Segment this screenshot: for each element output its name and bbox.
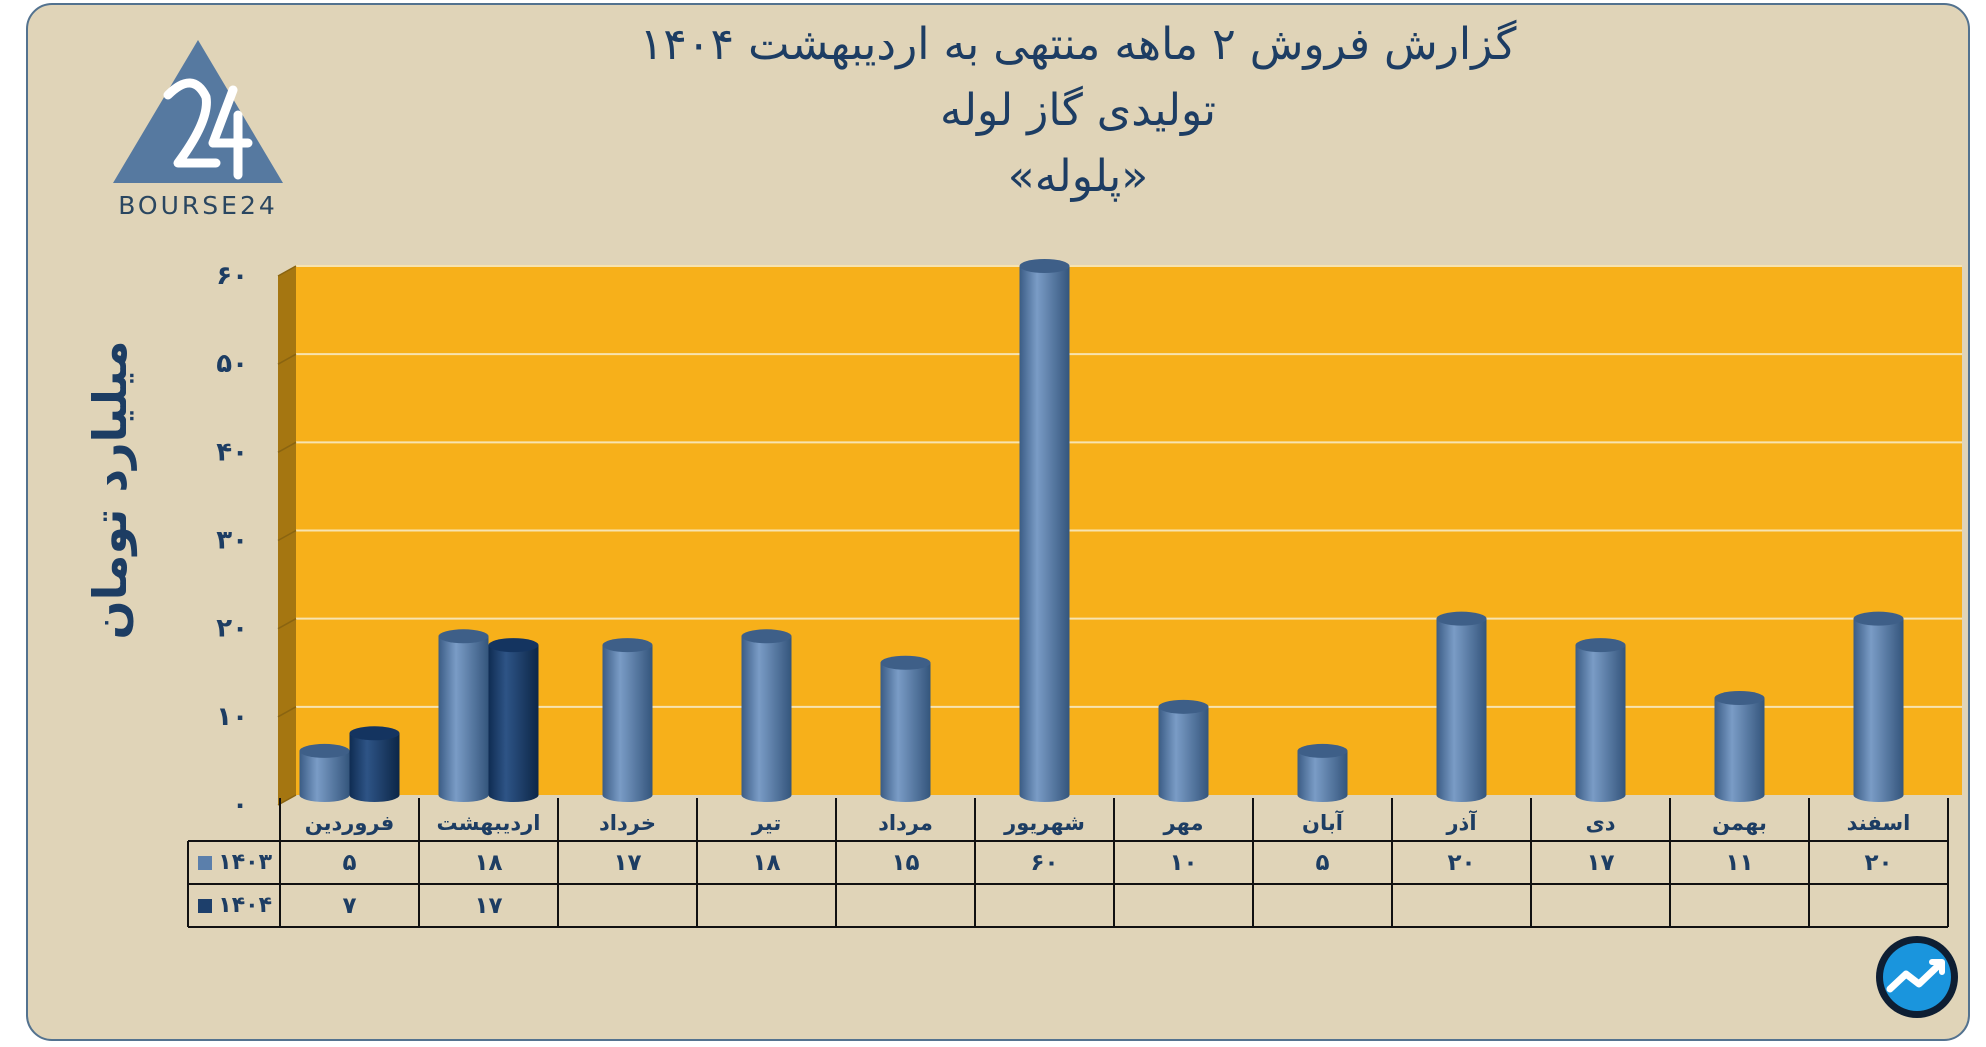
bar <box>880 662 931 795</box>
bar-top <box>349 726 400 741</box>
bourse24-logo-icon <box>113 40 283 183</box>
y-tick-label: ۴۰ <box>216 437 248 467</box>
legend-label: ۱۴۰۴ <box>218 893 272 918</box>
y-tick-label: ۳۰ <box>216 526 248 556</box>
category-label: اسفند <box>1847 811 1911 835</box>
data-label: ۵ <box>1315 850 1329 876</box>
category-label: دی <box>1585 811 1615 835</box>
data-label: ۱۷ <box>613 850 641 876</box>
bar-base <box>741 788 792 802</box>
bar-top <box>488 638 539 653</box>
data-label: ۲۰ <box>1447 850 1475 876</box>
bar-top <box>741 629 792 644</box>
logo-text: BOURSE24 <box>118 191 278 220</box>
data-label: ۷ <box>342 893 356 919</box>
bar-base <box>1436 788 1487 802</box>
y-tick-label: ۶۰ <box>216 261 248 291</box>
bar-base <box>488 788 539 802</box>
chart-subtitle: تولیدی گاز لوله <box>940 85 1216 136</box>
bar-base <box>880 788 931 802</box>
bar-base <box>602 788 653 802</box>
bar-base <box>1714 788 1765 802</box>
data-label: ۱۰ <box>1169 850 1197 876</box>
bar-base <box>1158 788 1209 802</box>
bar-top <box>1575 638 1626 653</box>
bar <box>602 645 653 795</box>
bar-base <box>299 788 350 802</box>
data-label: ۱۵ <box>891 850 919 876</box>
bar <box>349 733 400 795</box>
bar-top <box>1158 699 1209 714</box>
bar-base <box>1019 788 1070 802</box>
y-tick-label: ۵۰ <box>216 349 248 379</box>
bar <box>741 636 792 795</box>
data-label: ۱۸ <box>752 850 780 876</box>
category-label: بهمن <box>1712 811 1767 835</box>
legend-swatch <box>198 899 212 913</box>
data-label: ۶۰ <box>1030 850 1058 876</box>
bar-top <box>1853 611 1904 626</box>
bar <box>1158 706 1209 795</box>
trend-arrow-icon <box>1876 936 1958 1018</box>
gridline-side <box>277 441 297 453</box>
bar <box>1436 618 1487 795</box>
bar-base <box>1575 788 1626 802</box>
data-label: ۱۸ <box>474 850 502 876</box>
bar <box>1297 750 1348 795</box>
data-label: ۱۱ <box>1725 850 1753 876</box>
legend-label: ۱۴۰۳ <box>218 850 272 875</box>
category-label: آذر <box>1445 810 1477 835</box>
bar <box>1853 618 1904 795</box>
bar <box>1575 645 1626 795</box>
category-label: خرداد <box>599 811 656 835</box>
data-label: ۵ <box>342 850 356 876</box>
bar-top <box>880 655 931 670</box>
bar <box>1714 698 1765 795</box>
bar-base <box>1853 788 1904 802</box>
bar-top <box>299 743 350 758</box>
bar-top <box>1297 743 1348 758</box>
bar-base <box>438 788 489 802</box>
bar <box>438 636 489 795</box>
category-label: مرداد <box>878 811 933 835</box>
category-label: مهر <box>1163 811 1204 835</box>
gridline-side <box>277 706 297 718</box>
data-label: ۲۰ <box>1864 850 1892 876</box>
category-label: اردیبهشت <box>437 811 541 835</box>
gridline-side <box>277 529 297 542</box>
bar <box>488 645 539 795</box>
company-ticker: «پلوله» <box>1007 151 1149 202</box>
y-tick-label: ۰ <box>232 790 248 820</box>
bar <box>1019 266 1070 795</box>
bar <box>299 750 350 795</box>
gridline-side <box>277 618 297 630</box>
data-label: ۱۷ <box>1586 850 1614 876</box>
category-label: فروردین <box>305 811 395 835</box>
gridline-side <box>277 265 297 277</box>
legend-swatch <box>198 856 212 870</box>
bar-top <box>602 638 653 653</box>
bar-base <box>1297 788 1348 802</box>
bar-base <box>349 788 400 802</box>
category-label: شهریور <box>1003 811 1085 835</box>
category-label: تیر <box>751 811 782 835</box>
data-label: ۱۷ <box>474 893 502 919</box>
y-tick-label: ۱۰ <box>216 702 248 732</box>
bar-top <box>1436 611 1487 626</box>
category-label: آبان <box>1302 810 1344 835</box>
bar-top <box>1019 259 1070 273</box>
gridline-side <box>277 353 297 365</box>
y-tick-label: ۲۰ <box>216 614 248 644</box>
bar-top <box>438 629 489 644</box>
chart-title: گزارش فروش ۲ ماهه منتهی به اردیبهشت ۱۴۰۴ <box>639 19 1517 70</box>
bar-top <box>1714 691 1765 706</box>
